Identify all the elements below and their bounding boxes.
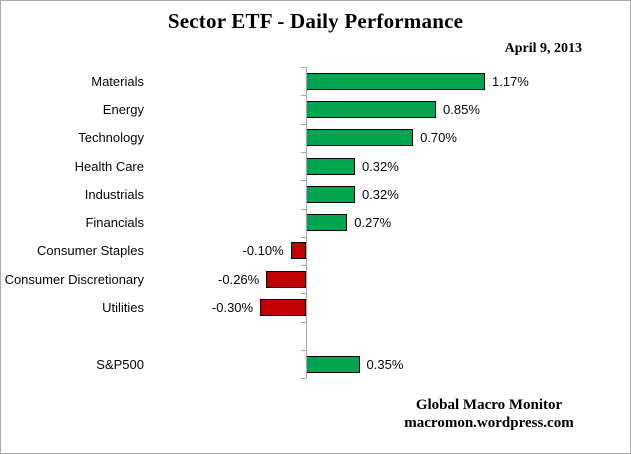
negative-bar [290, 242, 306, 260]
axis-tick [301, 95, 306, 96]
positive-bar [306, 100, 437, 118]
axis-tick [301, 265, 306, 266]
bar-row: Health Care 0.32% [1, 152, 630, 180]
positive-bar [306, 157, 355, 175]
bar-row: Utilities -0.30% [1, 293, 630, 321]
positive-bar [306, 214, 348, 232]
bar-row: Materials 1.17% [1, 67, 630, 95]
value-label: 0.85% [443, 101, 480, 117]
bar-row: Technology 0.70% [1, 124, 630, 152]
category-label: Industrials [84, 186, 144, 202]
category-label: Materials [91, 73, 144, 89]
bar-row: Financials 0.27% [1, 209, 630, 237]
category-label: Energy [102, 101, 144, 117]
category-label: Health Care [74, 158, 144, 174]
axis-tick [301, 378, 306, 379]
value-label: 0.70% [420, 130, 457, 146]
axis-tick [301, 350, 306, 351]
category-label: Financials [85, 215, 144, 231]
category-label: Consumer Discretionary [4, 271, 144, 287]
negative-bar [266, 270, 306, 288]
bar-row: Energy 0.85% [1, 95, 630, 123]
axis-tick [301, 67, 306, 68]
positive-bar [306, 185, 355, 203]
positive-bar [306, 129, 414, 147]
category-label: Technology [78, 130, 144, 146]
axis-tick [301, 180, 306, 181]
footer-source: Global Macro Monitor [415, 397, 563, 413]
value-label: 0.35% [366, 356, 404, 372]
bar-row: Consumer Discretionary -0.26% [1, 265, 630, 293]
axis-tick [301, 237, 306, 238]
positive-bar [306, 72, 485, 90]
value-label: -0.30% [211, 300, 254, 316]
category-label: Utilities [102, 300, 144, 316]
category-label: Consumer Staples [37, 243, 144, 259]
category-label: S&P500 [96, 356, 144, 372]
chart-title: Sector ETF - Daily Performance [167, 9, 464, 33]
bar-row: Consumer Staples -0.10% [1, 237, 630, 265]
value-label: 0.27% [354, 215, 392, 231]
axis-tick [301, 124, 306, 125]
footer-url: macromon.wordpress.com [404, 415, 574, 431]
value-label: -0.10% [242, 243, 284, 259]
value-label: 0.32% [361, 186, 399, 202]
value-label: -0.26% [218, 271, 260, 287]
negative-bar [260, 299, 306, 317]
axis-tick [301, 293, 306, 294]
value-label: 1.17% [492, 73, 529, 89]
footer: Global Macro Monitor macromon.wordpress.… [338, 396, 630, 432]
value-label: 0.32% [361, 158, 399, 174]
axis-tick [301, 152, 306, 153]
y-axis [306, 67, 307, 379]
plot-area: Materials 1.17% Energy 0.85% Technology 0.70%… [1, 67, 630, 379]
axis-tick [301, 209, 306, 210]
chart-date: April 9, 2013 [504, 41, 582, 56]
bar-row: Industrials 0.32% [1, 180, 630, 208]
positive-bar [306, 355, 360, 373]
bar-row: S&P500 0.35% [1, 350, 630, 378]
axis-tick [301, 322, 306, 323]
